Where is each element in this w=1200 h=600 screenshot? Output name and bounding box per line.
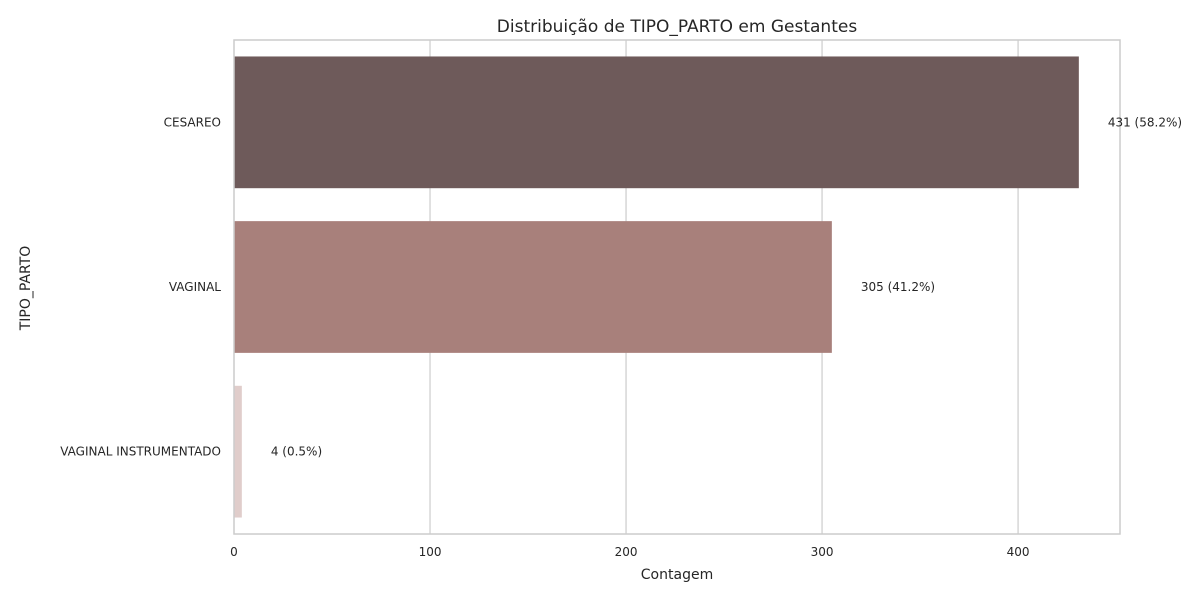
y-tick-label: CESAREO	[164, 115, 221, 129]
x-tick-label: 400	[1007, 545, 1030, 559]
y-tick-label: VAGINAL INSTRUMENTADO	[60, 445, 221, 459]
y-tick-label: VAGINAL	[169, 280, 221, 294]
x-tick-labels: 0 100 200 300 400	[230, 545, 1029, 559]
plot-frame	[233, 39, 1121, 535]
data-label: 431 (58.2%)	[1108, 115, 1182, 129]
x-tick-label: 0	[230, 545, 238, 559]
data-label: 4 (0.5%)	[271, 445, 322, 459]
x-tick-label: 200	[615, 545, 638, 559]
y-axis-label: TIPO_PARTO	[18, 246, 34, 332]
bar	[234, 221, 832, 353]
y-tick-labels: CESAREO VAGINAL VAGINAL INSTRUMENTADO	[60, 115, 221, 458]
x-axis-label: Contagem	[641, 567, 713, 583]
bar	[234, 56, 1079, 189]
bars	[234, 56, 1079, 518]
data-labels: 431 (58.2%) 305 (41.2%) 4 (0.5%)	[271, 115, 1182, 458]
bar	[234, 385, 242, 518]
data-label: 305 (41.2%)	[861, 280, 935, 294]
chart-title: Distribuição de TIPO_PARTO em Gestantes	[497, 17, 858, 37]
x-tick-label: 100	[419, 545, 442, 559]
x-tick-label: 300	[811, 545, 834, 559]
